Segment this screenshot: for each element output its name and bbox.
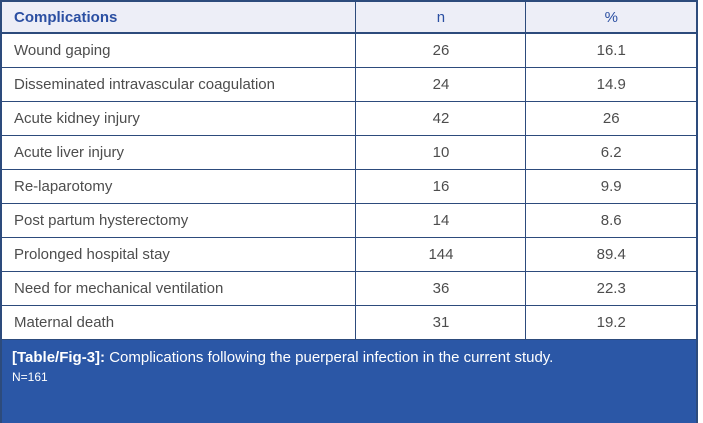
complication-label: Disseminated intravascular coagulation	[2, 66, 357, 102]
complication-label: Prolonged hospital stay	[2, 236, 357, 272]
complication-n: 26	[355, 32, 527, 68]
table-row: Disseminated intravascular coagulation 2…	[2, 66, 696, 102]
complication-pct: 6.2	[525, 134, 696, 170]
column-header-complications: Complications	[2, 2, 357, 34]
table-row: Maternal death 31 19.2	[2, 304, 696, 340]
complication-label: Post partum hysterectomy	[2, 202, 357, 238]
caption-text: Complications following the puerperal in…	[109, 348, 554, 366]
table-row: Wound gaping 26 16.1	[2, 32, 696, 68]
column-header-percent: %	[525, 2, 696, 34]
complication-pct: 26	[525, 100, 696, 136]
table-caption-band: [Table/Fig-3]: Complications following t…	[2, 339, 696, 423]
complication-pct: 22.3	[525, 270, 696, 306]
complication-pct: 14.9	[525, 66, 696, 102]
caption-sample-size: N=161	[12, 370, 48, 385]
complication-pct: 89.4	[525, 236, 696, 272]
complication-n: 36	[355, 270, 527, 306]
complication-label: Wound gaping	[2, 32, 357, 68]
table-row: Prolonged hospital stay 144 89.4	[2, 236, 696, 272]
complication-label: Maternal death	[2, 304, 357, 340]
table-caption: [Table/Fig-3]: Complications following t…	[12, 349, 684, 368]
complication-label: Acute liver injury	[2, 134, 357, 170]
table-row: Re-laparotomy 16 9.9	[2, 168, 696, 204]
complication-n: 24	[355, 66, 527, 102]
complication-pct: 9.9	[525, 168, 696, 204]
complication-n: 31	[355, 304, 527, 340]
table-row: Post partum hysterectomy 14 8.6	[2, 202, 696, 238]
table-row: Acute liver injury 10 6.2	[2, 134, 696, 170]
table-row: Need for mechanical ventilation 36 22.3	[2, 270, 696, 306]
complication-label: Acute kidney injury	[2, 100, 357, 136]
complication-n: 10	[355, 134, 527, 170]
complication-label: Need for mechanical ventilation	[2, 270, 357, 306]
table-row: Acute kidney injury 42 26	[2, 100, 696, 136]
column-header-n: n	[355, 2, 527, 34]
complication-n: 14	[355, 202, 527, 238]
complications-table: Complications n % Wound gaping 26 16.1 D…	[2, 2, 696, 340]
complication-label: Re-laparotomy	[2, 168, 357, 204]
complication-n: 42	[355, 100, 527, 136]
header-row: Complications n %	[2, 2, 696, 34]
caption-tag: [Table/Fig-3]:	[12, 348, 106, 366]
complication-pct: 19.2	[525, 304, 696, 340]
complication-pct: 8.6	[525, 202, 696, 238]
complication-n: 144	[355, 236, 527, 272]
complication-pct: 16.1	[525, 32, 696, 68]
complication-n: 16	[355, 168, 527, 204]
